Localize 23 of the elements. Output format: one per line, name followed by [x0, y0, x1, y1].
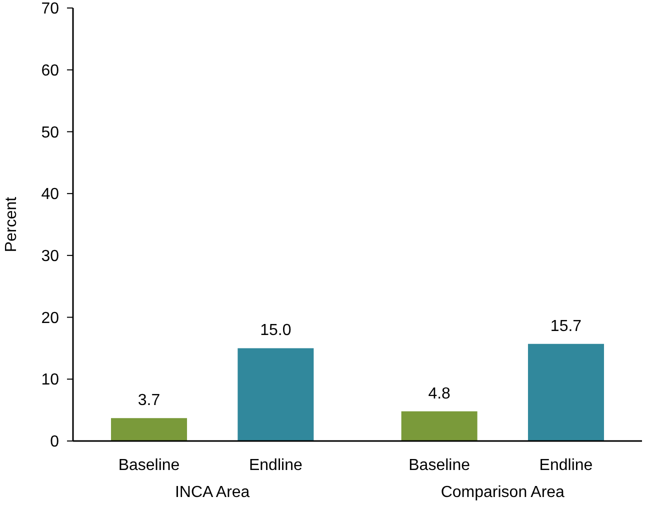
y-tick-label: 60 — [41, 62, 60, 80]
y-tick-label: 70 — [41, 0, 60, 18]
x-tick-label: INCA Area — [174, 484, 250, 501]
y-tick-label: 50 — [41, 124, 60, 142]
series-label: Baseline — [118, 457, 180, 474]
y-tick-label: 30 — [41, 248, 60, 266]
bar — [238, 348, 314, 441]
y-tick-label: 0 — [50, 434, 60, 451]
bar — [528, 344, 604, 441]
y-axis-title: Percent — [3, 196, 20, 252]
data-label: 15.0 — [260, 322, 292, 340]
text: Endline — [539, 457, 593, 474]
text: Baseline — [408, 457, 470, 474]
data-label: 15.7 — [550, 318, 582, 335]
y-tick-label: 20 — [41, 310, 60, 327]
x-tick-label: Comparison Area — [440, 484, 565, 501]
data-label: 4.8 — [428, 385, 451, 402]
bar — [111, 418, 188, 441]
bar — [401, 411, 478, 441]
series-label: Endline — [249, 457, 302, 474]
y-tick-label: 10 — [41, 372, 60, 389]
data-label: 3.7 — [138, 392, 160, 410]
y-tick-label: 40 — [41, 186, 60, 204]
